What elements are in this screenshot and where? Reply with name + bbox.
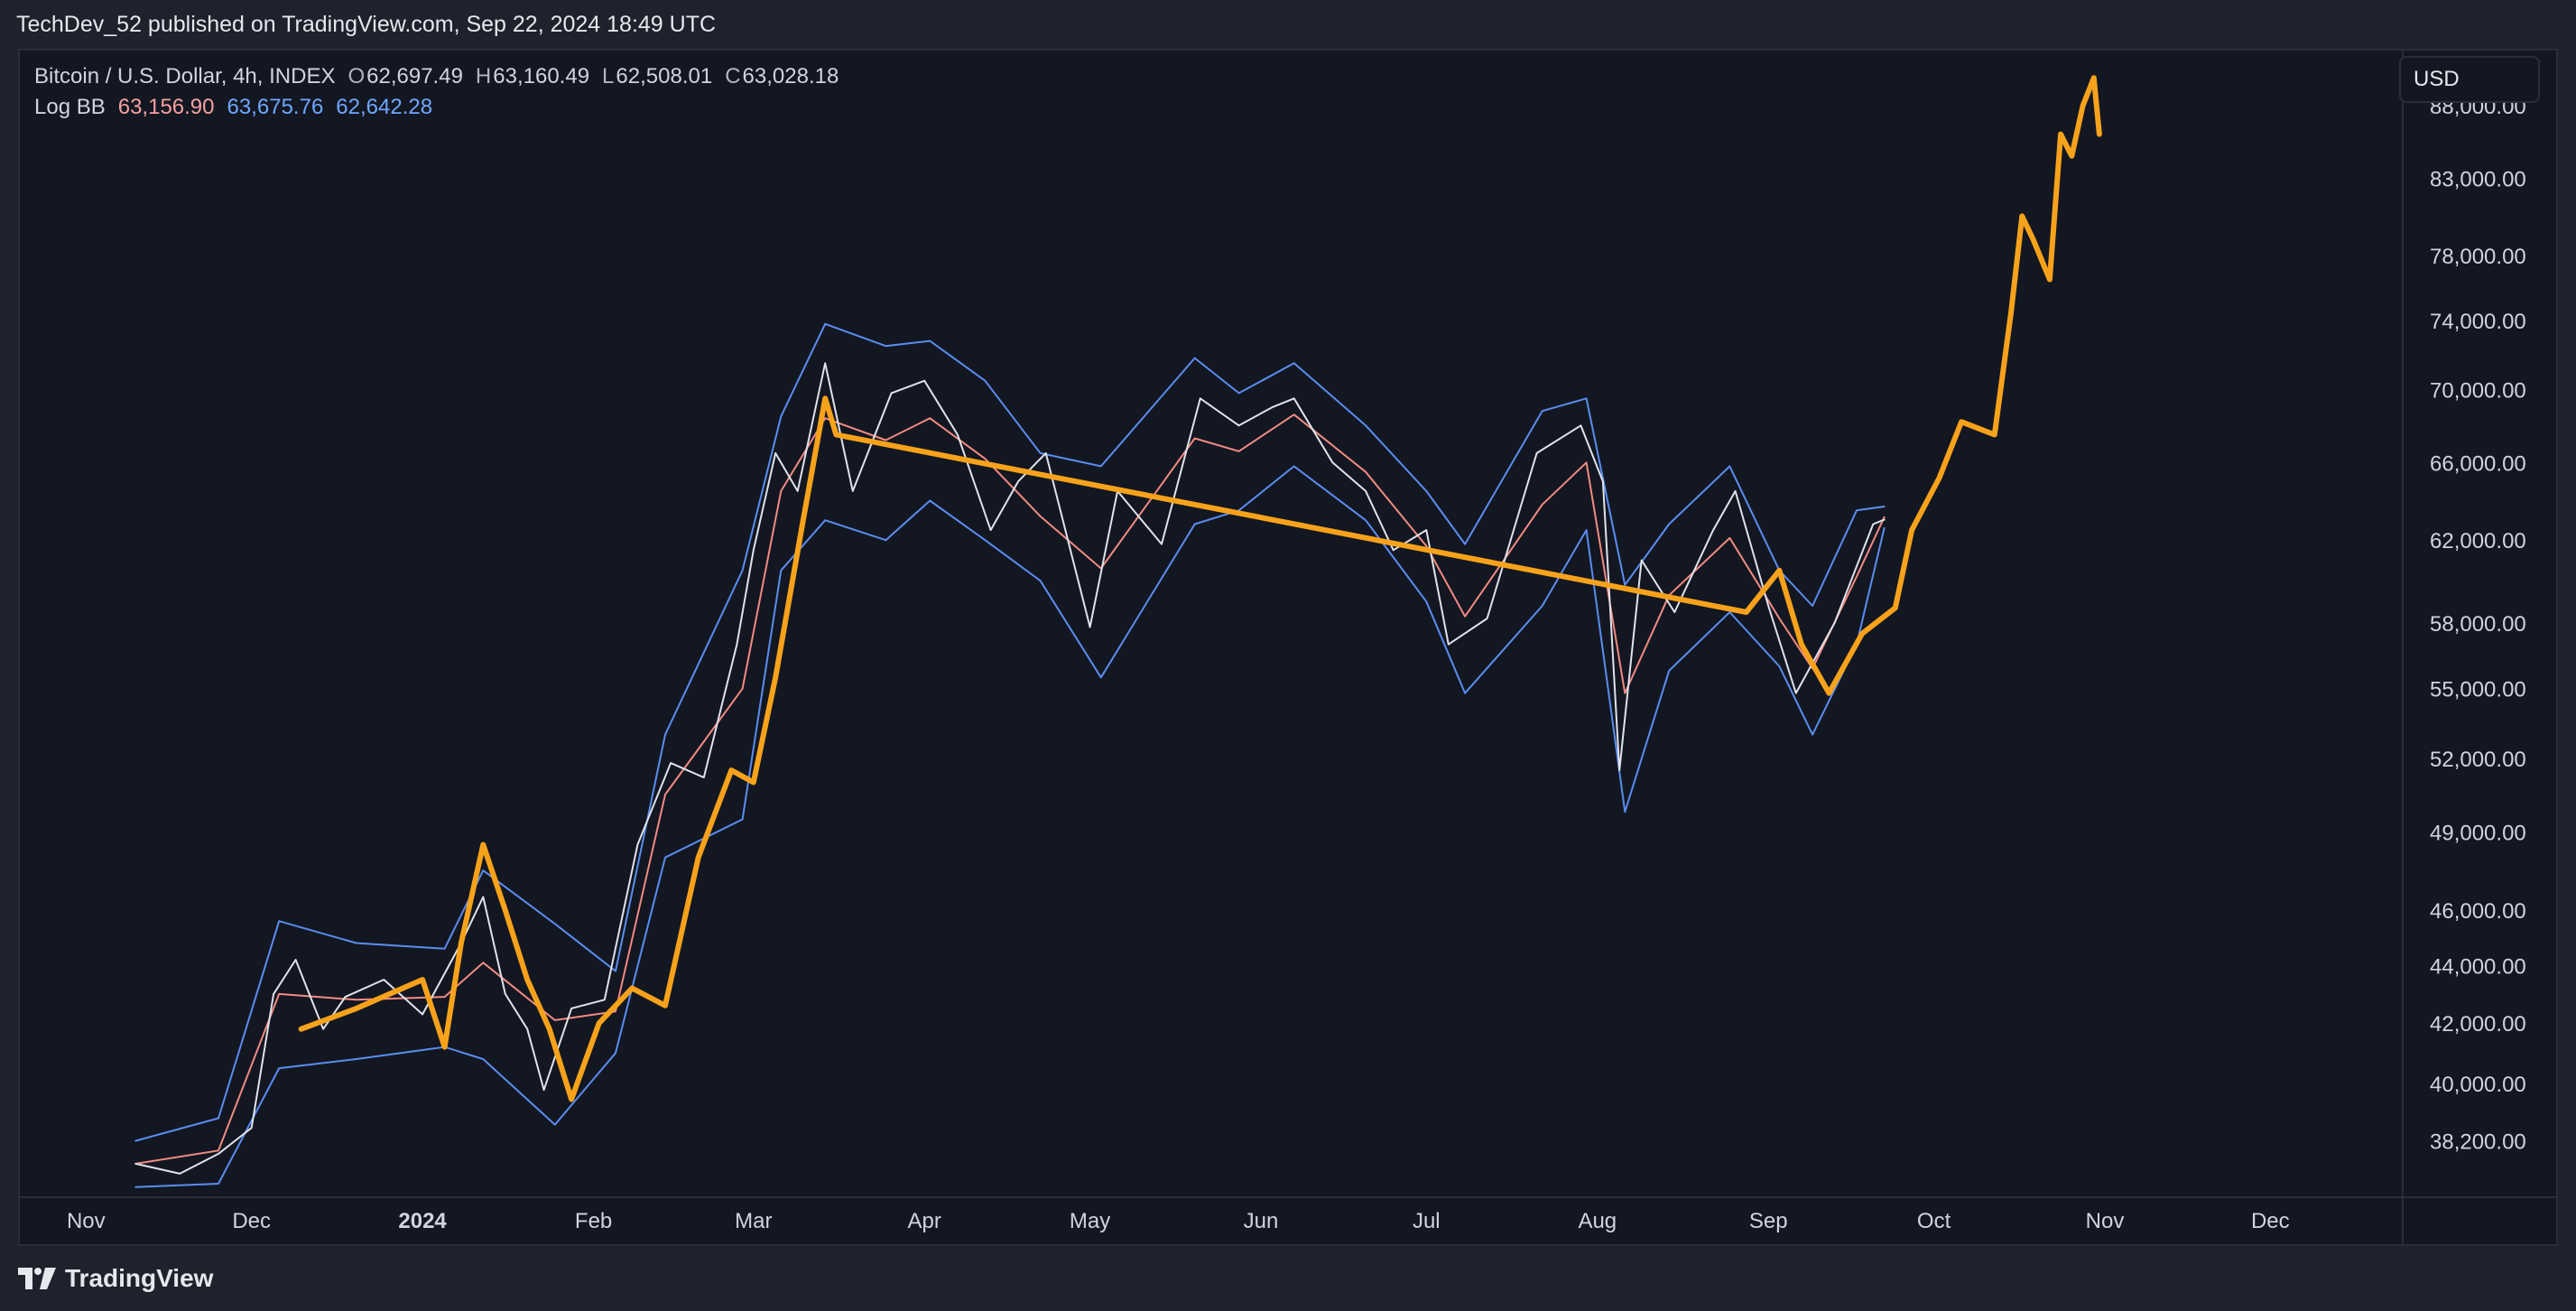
y-tick-label: 55,000.00 <box>2430 678 2526 702</box>
y-tick-label: 66,000.00 <box>2430 451 2526 476</box>
price-chart[interactable]: 38,200.00 40,000.00 42,000.00 44,000.00 46,0… <box>20 51 2556 1244</box>
fractal-series-line <box>298 75 2102 1102</box>
y-tick-label: 42,000.00 <box>2430 1012 2526 1037</box>
y-tick-label: 52,000.00 <box>2430 748 2526 772</box>
x-tick-label: Jul <box>1413 1209 1441 1233</box>
x-tick-label: Nov <box>67 1209 106 1233</box>
chart-panel[interactable]: Bitcoin / U.S. Dollar, 4h, INDEX O 62,697… <box>18 49 2558 1246</box>
y-tick-label: 70,000.00 <box>2430 378 2526 403</box>
currency-selector[interactable]: USD <box>2399 56 2540 103</box>
x-tick-label: Jun <box>1244 1209 1279 1233</box>
x-tick-label: Apr <box>908 1209 941 1233</box>
y-tick-label: 38,200.00 <box>2430 1130 2526 1155</box>
low-value: L 62,508.01 <box>602 64 713 88</box>
y-tick-label: 44,000.00 <box>2430 954 2526 979</box>
y-tick-label: 78,000.00 <box>2430 245 2526 269</box>
x-tick-label: Feb <box>575 1209 612 1233</box>
indicator-row: Log BB 63,156.90 63,675.76 62,642.28 <box>34 92 839 123</box>
x-tick-label: Nov <box>2086 1209 2125 1233</box>
indicator-label[interactable]: Log BB <box>34 95 106 119</box>
y-tick-label: 83,000.00 <box>2430 167 2526 191</box>
y-tick-label: 74,000.00 <box>2430 310 2526 334</box>
x-tick-label: Aug <box>1578 1209 1617 1233</box>
price-series-line <box>134 362 1886 1175</box>
y-tick-label: 40,000.00 <box>2430 1073 2526 1097</box>
basis-series-line <box>134 414 1886 1165</box>
bb-upper-value: 63,675.76 <box>227 95 324 119</box>
tradingview-logo-icon <box>18 1268 56 1289</box>
y-tick-label: 49,000.00 <box>2430 821 2526 845</box>
x-tick-label: Dec <box>232 1209 271 1233</box>
x-tick-label: May <box>1070 1209 1110 1233</box>
brand-name: TradingView <box>65 1264 214 1292</box>
y-tick-label: 58,000.00 <box>2430 612 2526 637</box>
y-tick-label: 46,000.00 <box>2430 899 2526 924</box>
high-value: H 63,160.49 <box>475 64 590 88</box>
publish-info: TechDev_52 published on TradingView.com,… <box>0 0 2576 49</box>
bb-lower-value: 62,642.28 <box>336 95 433 119</box>
x-tick-label: Sep <box>1749 1209 1788 1233</box>
y-tick-label: 62,000.00 <box>2430 529 2526 553</box>
lower-series-line <box>134 465 1886 1188</box>
open-value: O 62,697.49 <box>347 64 463 88</box>
x-tick-label: 2024 <box>398 1209 447 1233</box>
symbol-label[interactable]: Bitcoin / U.S. Dollar, 4h, INDEX <box>34 64 336 88</box>
footer-brand[interactable]: TradingView <box>18 1255 213 1302</box>
ohlc-row: Bitcoin / U.S. Dollar, 4h, INDEX O 62,697… <box>34 61 839 92</box>
bb-basis-value: 63,156.90 <box>117 95 215 119</box>
currency-label: USD <box>2414 67 2460 91</box>
close-value: C 63,028.18 <box>725 64 839 88</box>
upper-series-line <box>134 322 1886 1142</box>
chart-legend: Bitcoin / U.S. Dollar, 4h, INDEX O 62,697… <box>34 61 839 123</box>
publish-line: TechDev_52 published on TradingView.com,… <box>16 11 717 37</box>
x-tick-label: Dec <box>2251 1209 2290 1233</box>
x-tick-label: Oct <box>1917 1209 1951 1233</box>
x-tick-label: Mar <box>735 1209 772 1233</box>
